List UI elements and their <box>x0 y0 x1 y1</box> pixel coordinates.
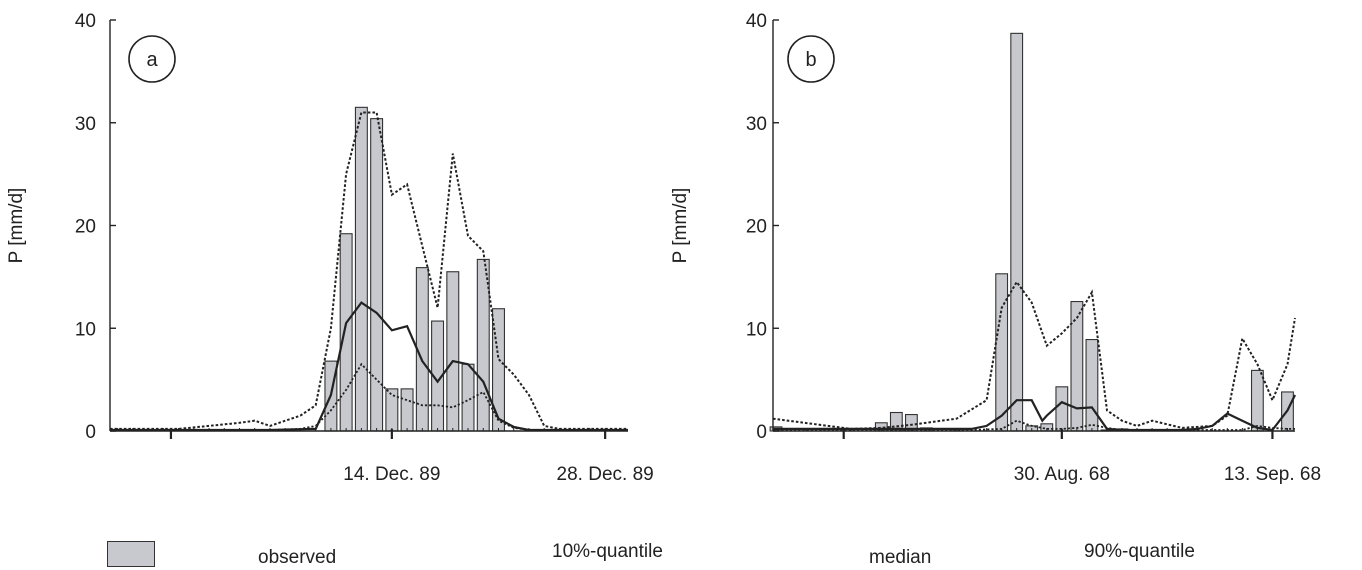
panel-a-y-tick-label: 0 <box>85 422 96 443</box>
legend-median-label: median <box>869 547 932 568</box>
panel-a-x-tick-label: 14. Dec. 89 <box>343 464 440 485</box>
legend: observed 10%-quantile median 90%-quantil… <box>0 535 1362 570</box>
figure: 0 10 20 30 40 14. Dec. 89 28. Dec. 89 P [mm/d] a… <box>6 11 1321 485</box>
panel-a-observed-bar <box>354 106 368 432</box>
panel-b-y-tick-label: 40 <box>746 11 767 32</box>
panel-a-y-tick-label: 10 <box>75 319 96 340</box>
panel-b-y-tick-label: 20 <box>746 217 767 238</box>
panel-a-observed-bar <box>446 271 460 432</box>
panel-b-observed-bar <box>1070 300 1084 432</box>
panel-b-q90-line <box>772 280 1296 430</box>
panel-b-x-tick-label: 13. Sep. 68 <box>1224 464 1321 485</box>
panel-b-observed-bar <box>1085 339 1099 432</box>
panel-a-y-tick-label: 40 <box>75 11 96 32</box>
panel-a-y-tick-label: 30 <box>75 114 96 135</box>
panel-a-q90-line <box>110 111 628 430</box>
panel-b-y-axis-label: P [mm/d] <box>670 188 691 264</box>
panel-a-observed-bar <box>339 233 353 432</box>
panel-a-y-axis-label: P [mm/d] <box>6 188 27 264</box>
legend-observed-label: observed <box>258 547 337 568</box>
panel-b: 0 10 20 30 40 30. Aug. 68 13. Sep. 68 P [mm/d] b <box>670 11 1321 485</box>
legend-q90-label: 90%-quantile <box>1084 541 1195 562</box>
panel-a: 0 10 20 30 40 14. Dec. 89 28. Dec. 89 P [mm/d] a <box>6 11 654 485</box>
panel-b-observed-bar <box>995 273 1009 432</box>
panel-b-y-tick-label: 10 <box>746 319 767 340</box>
panel-a-observed-bar <box>461 363 475 432</box>
panel-a-observed-bar <box>400 388 414 432</box>
panel-b-x-tick-label: 30. Aug. 68 <box>1014 464 1110 485</box>
legend-observed-swatch <box>107 541 155 567</box>
legend-q10-label: 10%-quantile <box>552 541 663 562</box>
panel-b-label: b <box>805 49 816 71</box>
panel-a-q10-line <box>110 362 628 431</box>
panel-a-label: a <box>146 49 158 71</box>
panel-a-observed-bar <box>385 388 399 432</box>
panel-a-label-circle <box>128 35 176 83</box>
panel-b-y-tick-label: 0 <box>756 422 767 443</box>
panel-b-observed-bar <box>1250 369 1264 432</box>
panel-b-observed-bar <box>1055 386 1069 432</box>
panel-b-y-tick-label: 30 <box>746 114 767 135</box>
panel-a-median-line <box>110 301 628 432</box>
panel-b-median-line <box>773 394 1296 432</box>
panel-b-label-circle <box>787 35 835 83</box>
panel-a-observed-bar <box>476 258 490 432</box>
panel-a-x-tick-label: 28. Dec. 89 <box>557 464 654 485</box>
panel-a-y-tick-label: 20 <box>75 217 96 238</box>
panel-b-observed-bar <box>1010 32 1024 432</box>
